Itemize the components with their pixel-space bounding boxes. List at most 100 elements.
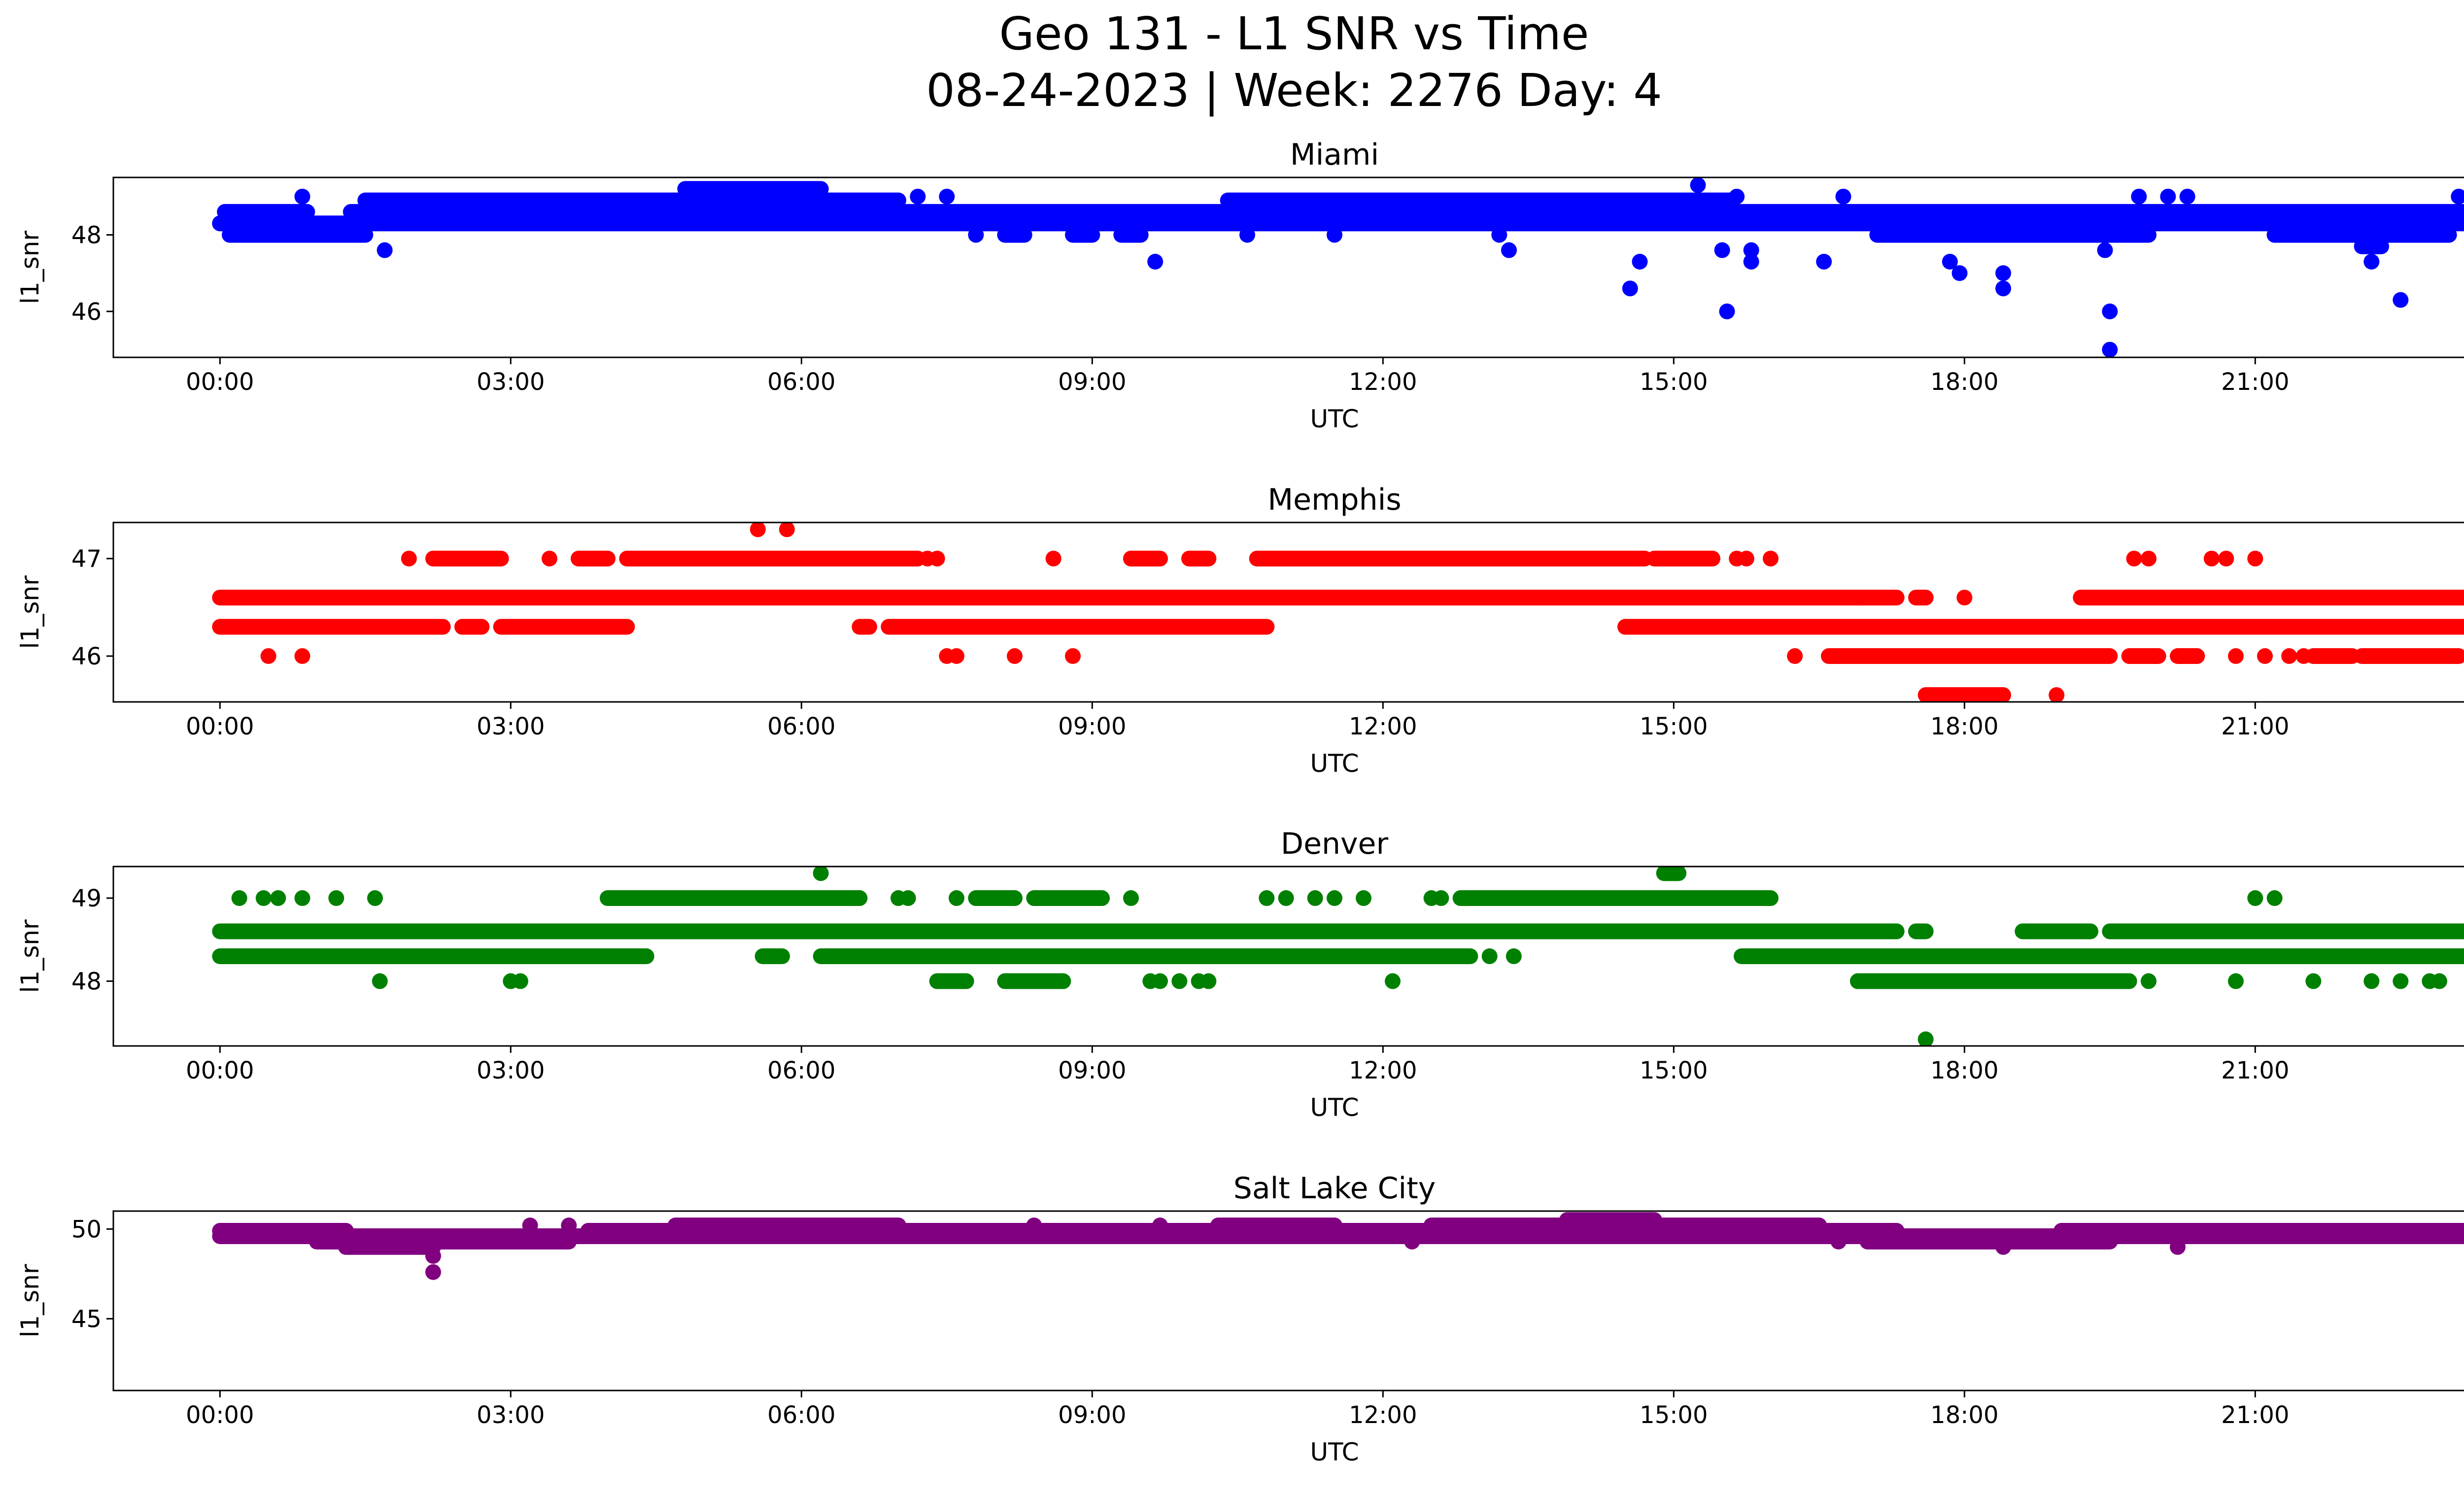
data-point — [1743, 253, 1759, 270]
data-point — [401, 551, 417, 567]
data-series — [212, 522, 2464, 702]
x-tick-label: 09:00 — [1058, 713, 1126, 740]
y-axis-label: l1_snr — [16, 231, 44, 304]
data-point — [1404, 1233, 1420, 1250]
data-point — [2141, 551, 2156, 567]
data-point — [294, 890, 310, 906]
data-point — [968, 227, 984, 243]
y-axis-label: l1_snr — [16, 575, 44, 649]
y-tick-label: 46 — [71, 298, 102, 326]
data-point — [2247, 551, 2263, 567]
data-point — [561, 1217, 577, 1234]
y-tick-label: 48 — [71, 968, 102, 996]
data-point — [522, 1217, 538, 1234]
data-point — [2141, 973, 2156, 989]
data-point — [2170, 1239, 2186, 1255]
data-point — [2218, 551, 2234, 567]
data-point — [900, 890, 916, 906]
x-tick-label: 21:00 — [2221, 368, 2289, 396]
data-point — [2257, 648, 2273, 664]
plot-frame — [112, 1210, 2464, 1391]
subplot-title: Salt Lake City — [1233, 1171, 1436, 1206]
data-point — [1956, 590, 1973, 606]
x-tick-label: 18:00 — [1930, 1057, 1998, 1084]
data-point — [542, 551, 557, 567]
data-point — [779, 522, 795, 537]
data-point — [1007, 648, 1023, 664]
x-tick-label: 12:00 — [1349, 368, 1417, 396]
x-tick-label: 09:00 — [1058, 368, 1126, 396]
data-point — [2431, 973, 2447, 989]
data-point — [750, 522, 766, 537]
x-tick-label: 06:00 — [767, 368, 835, 396]
data-point — [425, 1248, 441, 1264]
x-axis-label: UTC — [1310, 1093, 1359, 1122]
data-point — [1729, 188, 1745, 205]
data-point — [2102, 342, 2118, 357]
subplot-memphis: Memphis 00:00 03:00 06:00 09:00 12:00 15:00 18:… — [16, 483, 2464, 778]
data-point — [2126, 551, 2142, 567]
data-point — [1259, 890, 1275, 906]
data-point — [260, 648, 276, 664]
data-point — [1433, 890, 1449, 906]
x-tick-label: 09:00 — [1058, 1401, 1126, 1429]
data-point — [2179, 188, 2195, 205]
data-point — [2131, 188, 2147, 205]
data-point — [513, 973, 528, 989]
data-point — [2266, 227, 2283, 243]
data-series — [212, 867, 2464, 1046]
data-point — [1239, 227, 1255, 243]
x-tick-label: 18:00 — [1930, 713, 1998, 740]
data-point — [294, 188, 310, 205]
data-point — [2049, 687, 2065, 702]
data-point — [294, 648, 310, 664]
data-point — [1942, 253, 1958, 270]
x-tick-label: 21:00 — [2221, 713, 2289, 740]
data-point — [2441, 648, 2457, 664]
data-point — [813, 867, 829, 881]
data-point — [1835, 188, 1851, 205]
data-point — [212, 215, 228, 232]
data-point — [1065, 648, 1081, 664]
data-point — [929, 551, 945, 567]
data-point — [1743, 242, 1759, 258]
data-point — [1738, 551, 1754, 567]
data-point — [1506, 948, 1522, 964]
data-point — [1719, 303, 1735, 319]
data-point — [2393, 292, 2409, 308]
data-point — [231, 890, 247, 906]
x-tick-label: 00:00 — [186, 1057, 254, 1084]
data-point — [1622, 280, 1638, 297]
y-axis-label: l1_snr — [16, 919, 44, 993]
data-point — [1200, 973, 1217, 989]
x-tick-label: 12:00 — [1349, 1401, 1417, 1429]
data-point — [2363, 253, 2380, 270]
data-point — [1995, 280, 2011, 297]
data-point — [2393, 973, 2409, 989]
x-axis-label: UTC — [1310, 1438, 1359, 1466]
data-point — [1714, 242, 1730, 258]
x-tick-label: 09:00 — [1058, 1057, 1126, 1084]
data-point — [2203, 551, 2220, 567]
data-point — [1278, 890, 1294, 906]
data-point — [328, 890, 344, 906]
x-tick-label: 00:00 — [186, 713, 254, 740]
x-tick-label: 06:00 — [767, 1401, 835, 1429]
x-tick-label: 06:00 — [767, 1057, 835, 1084]
data-point — [2295, 648, 2312, 664]
plot-frame — [112, 176, 2464, 358]
data-point — [2102, 303, 2118, 319]
data-point — [1520, 1217, 1537, 1234]
subplot-title: Memphis — [1267, 483, 1401, 517]
data-series — [212, 177, 2464, 357]
y-tick-label: 50 — [71, 1216, 102, 1243]
data-point — [1830, 1233, 1847, 1250]
subplot-salt-lake-city: Salt Lake City 00:00 03:00 06:00 09:00 12:00 1… — [16, 1171, 2464, 1466]
subplot-title: Miami — [1290, 138, 1379, 172]
x-axis-label: UTC — [1310, 749, 1359, 778]
plot-frame — [112, 522, 2464, 703]
data-point — [2305, 973, 2322, 989]
data-point — [2281, 648, 2297, 664]
